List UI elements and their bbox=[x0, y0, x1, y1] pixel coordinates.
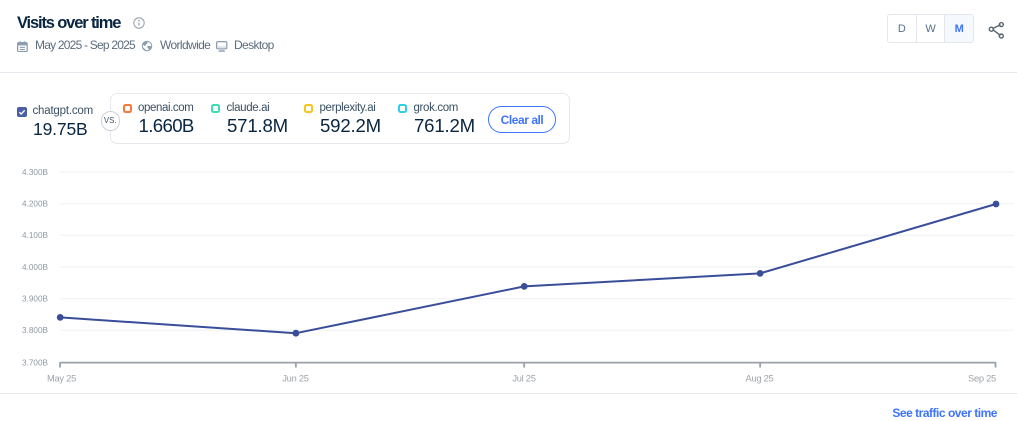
svg-text:3.700B: 3.700B bbox=[22, 359, 48, 368]
svg-text:4.100B: 4.100B bbox=[22, 231, 48, 240]
svg-text:4.000B: 4.000B bbox=[22, 263, 48, 272]
svg-text:4.300B: 4.300B bbox=[22, 168, 48, 177]
svg-text:4.200B: 4.200B bbox=[22, 200, 48, 209]
svg-text:May 25: May 25 bbox=[47, 373, 76, 383]
svg-text:Jun 25: Jun 25 bbox=[282, 373, 308, 383]
svg-text:Sep 25: Sep 25 bbox=[968, 373, 996, 383]
svg-text:Jul 25: Jul 25 bbox=[512, 373, 535, 383]
svg-text:3.900B: 3.900B bbox=[22, 295, 48, 304]
svg-text:3.800B: 3.800B bbox=[22, 326, 48, 335]
svg-text:Aug 25: Aug 25 bbox=[746, 373, 774, 383]
